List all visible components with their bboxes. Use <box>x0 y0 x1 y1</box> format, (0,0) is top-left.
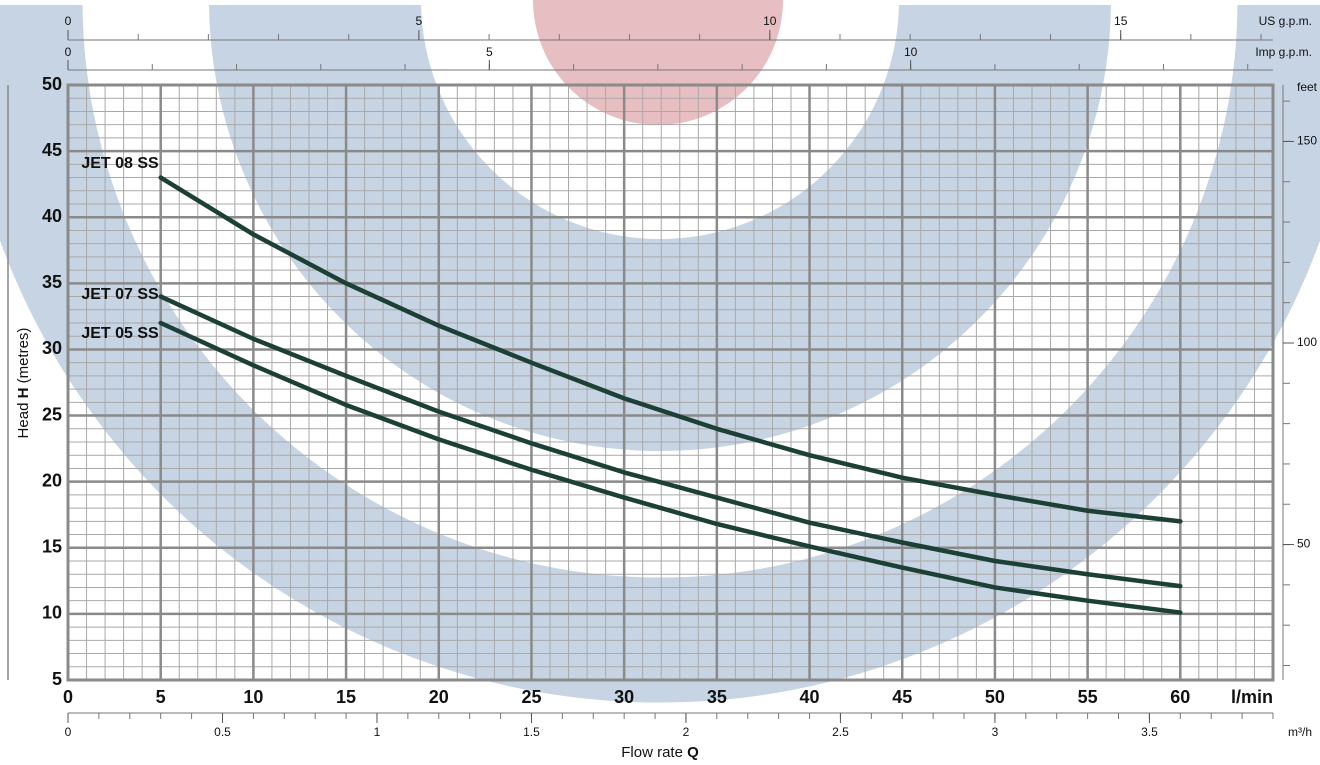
tick-label: 10 <box>904 45 918 59</box>
y-label-part: Head <box>15 403 32 439</box>
y-axis-label: Head H (metres) <box>15 328 32 439</box>
x-tick-label: 40 <box>800 687 820 707</box>
y-tick-label: 35 <box>42 272 62 292</box>
tick-label: 2 <box>683 725 690 739</box>
y-label-part: H <box>15 388 32 399</box>
y-tick-label: 45 <box>42 140 62 160</box>
y-tick-label: 15 <box>42 537 62 557</box>
tick-label: 0 <box>65 14 72 28</box>
axis-unit: Imp g.p.m. <box>1255 45 1312 59</box>
x-tick-label: 0 <box>63 687 73 707</box>
y-tick-label: 10 <box>42 603 62 623</box>
tick-label: 50 <box>1297 537 1311 551</box>
tick-label: 2.5 <box>832 725 849 739</box>
curve <box>158 294 1183 589</box>
axis-unit: feet <box>1297 80 1318 94</box>
axis-unit: US g.p.m. <box>1259 14 1312 28</box>
tick-label: 0.5 <box>214 725 231 739</box>
tick-label: 10 <box>763 14 777 28</box>
x-tick-label: 30 <box>614 687 634 707</box>
x-tick-label: 55 <box>1078 687 1098 707</box>
x-tick-label: 50 <box>985 687 1005 707</box>
y-tick-label: 20 <box>42 470 62 490</box>
x-tick-label: 20 <box>429 687 449 707</box>
series-label: JET 08 SS <box>81 155 159 172</box>
y-tick-label: 5 <box>52 669 62 689</box>
y-tick-label: 50 <box>42 74 62 94</box>
x-tick-label: 45 <box>892 687 912 707</box>
tick-label: 0 <box>65 45 72 59</box>
x-unit: l/min <box>1231 687 1273 707</box>
y-tick-label: 25 <box>42 404 62 424</box>
x-label-part: Q <box>687 744 699 761</box>
series-label: JET 05 SS <box>81 325 159 342</box>
curve <box>158 175 1183 524</box>
x-tick-label: 15 <box>336 687 356 707</box>
series-label: JET 07 SS <box>81 286 159 303</box>
y-label-part: (metres) <box>15 328 32 384</box>
tick-label: 5 <box>416 14 423 28</box>
tick-label: 150 <box>1297 134 1317 148</box>
curve <box>158 320 1183 615</box>
x-tick-label: 25 <box>521 687 541 707</box>
x-tick-label: 60 <box>1170 687 1190 707</box>
x-label-part: Flow rate <box>621 744 683 761</box>
y-tick-label: 40 <box>42 206 62 226</box>
tick-label: 1.5 <box>523 725 540 739</box>
tick-label: 3.5 <box>1141 725 1158 739</box>
plot: 0 5 10 15 20 25 30 35 40 45 50 55 605101520253035404… <box>42 14 1318 739</box>
inner-ring <box>209 5 1111 451</box>
x-axis-label: Flow rate Q <box>621 744 699 761</box>
tick-label: 100 <box>1297 335 1317 349</box>
tick-label: 3 <box>992 725 999 739</box>
plot-border <box>66 83 1275 682</box>
tick-label: 15 <box>1114 14 1128 28</box>
x-tick-label: 10 <box>243 687 263 707</box>
x-tick-label: 5 <box>156 687 166 707</box>
tick-label: 0 <box>65 725 72 739</box>
axis-unit: m³/h <box>1288 725 1312 739</box>
x-tick-label: 35 <box>707 687 727 707</box>
tick-label: 5 <box>486 45 493 59</box>
tick-label: 1 <box>374 725 381 739</box>
y-tick-label: 30 <box>42 338 62 358</box>
red-circle <box>533 0 783 125</box>
